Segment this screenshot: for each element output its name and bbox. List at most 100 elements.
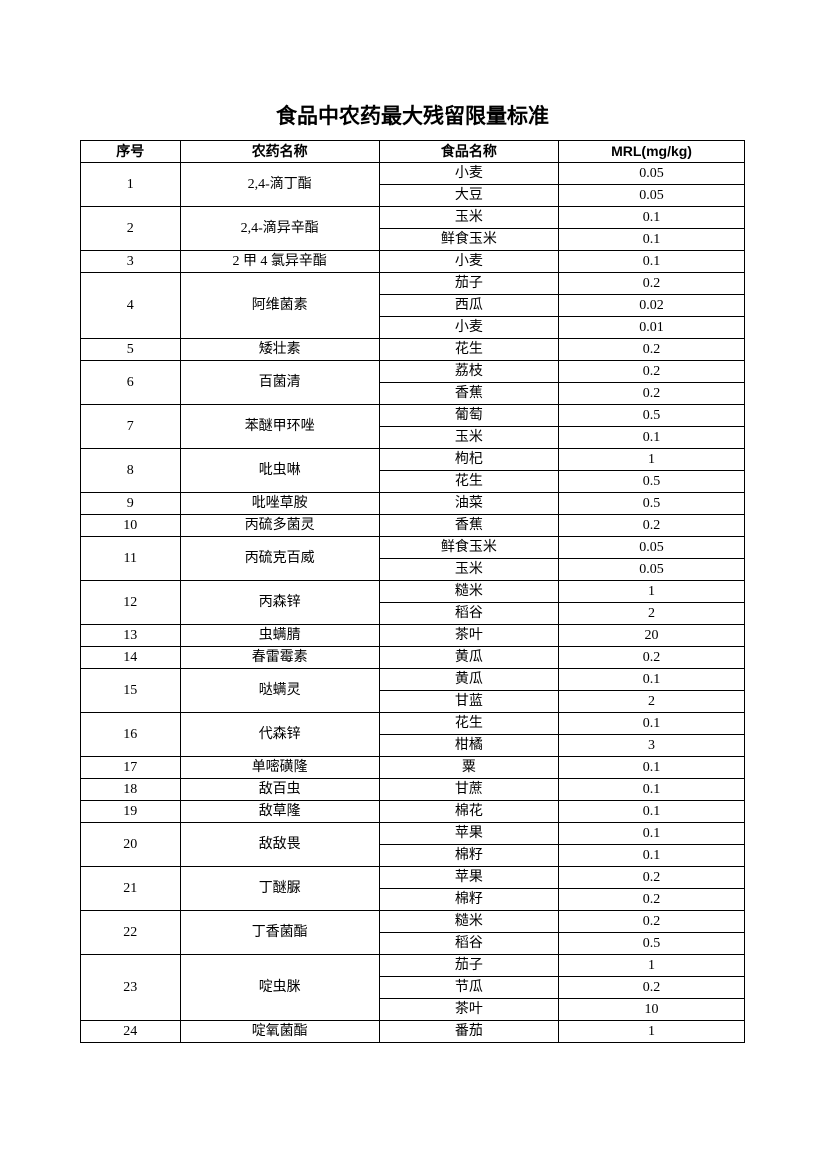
table-row: 21丁醚脲苹果0.2: [81, 867, 745, 889]
cell-mrl: 0.1: [559, 207, 745, 229]
cell-food: 稻谷: [379, 603, 558, 625]
cell-mrl: 0.1: [559, 251, 745, 273]
cell-pesticide: 丁香菌酯: [180, 911, 379, 955]
cell-mrl: 0.2: [559, 889, 745, 911]
table-row: 8吡虫啉枸杞1: [81, 449, 745, 471]
cell-seq: 1: [81, 163, 181, 207]
cell-food: 棉籽: [379, 889, 558, 911]
cell-mrl: 2: [559, 603, 745, 625]
cell-pesticide: 2 甲 4 氯异辛酯: [180, 251, 379, 273]
cell-mrl: 0.01: [559, 317, 745, 339]
cell-mrl: 0.2: [559, 273, 745, 295]
cell-pesticide: 哒螨灵: [180, 669, 379, 713]
table-header-row: 序号 农药名称 食品名称 MRL(mg/kg): [81, 141, 745, 163]
cell-food: 玉米: [379, 559, 558, 581]
cell-mrl: 0.2: [559, 867, 745, 889]
cell-food: 茄子: [379, 955, 558, 977]
cell-food: 花生: [379, 471, 558, 493]
table-row: 22,4-滴异辛酯玉米0.1: [81, 207, 745, 229]
cell-mrl: 0.2: [559, 977, 745, 999]
cell-mrl: 0.5: [559, 471, 745, 493]
cell-seq: 24: [81, 1021, 181, 1043]
cell-pesticide: 敌草隆: [180, 801, 379, 823]
table-row: 17单嘧磺隆粟0.1: [81, 757, 745, 779]
cell-food: 棉花: [379, 801, 558, 823]
cell-seq: 10: [81, 515, 181, 537]
table-row: 6百菌清荔枝0.2: [81, 361, 745, 383]
cell-food: 小麦: [379, 251, 558, 273]
cell-seq: 18: [81, 779, 181, 801]
cell-food: 苹果: [379, 823, 558, 845]
table-row: 13虫螨腈茶叶20: [81, 625, 745, 647]
cell-seq: 8: [81, 449, 181, 493]
cell-mrl: 0.1: [559, 845, 745, 867]
cell-pesticide: 丙硫多菌灵: [180, 515, 379, 537]
cell-mrl: 20: [559, 625, 745, 647]
header-mrl: MRL(mg/kg): [559, 141, 745, 163]
cell-seq: 17: [81, 757, 181, 779]
cell-seq: 23: [81, 955, 181, 1021]
table-row: 24啶氧菌酯番茄1: [81, 1021, 745, 1043]
cell-mrl: 0.1: [559, 229, 745, 251]
cell-food: 茄子: [379, 273, 558, 295]
cell-food: 粟: [379, 757, 558, 779]
cell-food: 玉米: [379, 207, 558, 229]
cell-mrl: 0.5: [559, 933, 745, 955]
cell-seq: 19: [81, 801, 181, 823]
cell-food: 香蕉: [379, 383, 558, 405]
cell-food: 黄瓜: [379, 669, 558, 691]
cell-pesticide: 啶氧菌酯: [180, 1021, 379, 1043]
cell-pesticide: 2,4-滴异辛酯: [180, 207, 379, 251]
cell-food: 葡萄: [379, 405, 558, 427]
cell-food: 大豆: [379, 185, 558, 207]
cell-pesticide: 丁醚脲: [180, 867, 379, 911]
cell-mrl: 1: [559, 581, 745, 603]
cell-food: 节瓜: [379, 977, 558, 999]
cell-seq: 4: [81, 273, 181, 339]
cell-seq: 13: [81, 625, 181, 647]
cell-seq: 7: [81, 405, 181, 449]
cell-food: 荔枝: [379, 361, 558, 383]
cell-seq: 14: [81, 647, 181, 669]
cell-pesticide: 吡唑草胺: [180, 493, 379, 515]
cell-food: 甘蓝: [379, 691, 558, 713]
cell-mrl: 0.5: [559, 493, 745, 515]
cell-mrl: 0.2: [559, 647, 745, 669]
cell-mrl: 0.5: [559, 405, 745, 427]
cell-food: 甘蔗: [379, 779, 558, 801]
header-food: 食品名称: [379, 141, 558, 163]
cell-food: 番茄: [379, 1021, 558, 1043]
cell-mrl: 0.2: [559, 383, 745, 405]
cell-mrl: 0.1: [559, 713, 745, 735]
cell-food: 花生: [379, 339, 558, 361]
cell-mrl: 0.05: [559, 537, 745, 559]
header-seq: 序号: [81, 141, 181, 163]
cell-mrl: 1: [559, 1021, 745, 1043]
table-row: 10丙硫多菌灵香蕉0.2: [81, 515, 745, 537]
table-row: 5矮壮素花生0.2: [81, 339, 745, 361]
cell-mrl: 0.1: [559, 427, 745, 449]
cell-seq: 9: [81, 493, 181, 515]
cell-food: 枸杞: [379, 449, 558, 471]
cell-seq: 21: [81, 867, 181, 911]
cell-pesticide: 矮壮素: [180, 339, 379, 361]
table-row: 19敌草隆棉花0.1: [81, 801, 745, 823]
cell-mrl: 0.05: [559, 559, 745, 581]
cell-food: 茶叶: [379, 999, 558, 1021]
cell-seq: 16: [81, 713, 181, 757]
cell-pesticide: 啶虫脒: [180, 955, 379, 1021]
cell-food: 棉籽: [379, 845, 558, 867]
cell-food: 小麦: [379, 317, 558, 339]
cell-food: 西瓜: [379, 295, 558, 317]
cell-pesticide: 敌百虫: [180, 779, 379, 801]
cell-food: 茶叶: [379, 625, 558, 647]
cell-pesticide: 单嘧磺隆: [180, 757, 379, 779]
cell-mrl: 0.02: [559, 295, 745, 317]
cell-seq: 3: [81, 251, 181, 273]
cell-food: 香蕉: [379, 515, 558, 537]
cell-pesticide: 百菌清: [180, 361, 379, 405]
cell-mrl: 0.2: [559, 911, 745, 933]
cell-food: 鲜食玉米: [379, 229, 558, 251]
table-row: 23啶虫脒茄子1: [81, 955, 745, 977]
cell-pesticide: 2,4-滴丁酯: [180, 163, 379, 207]
